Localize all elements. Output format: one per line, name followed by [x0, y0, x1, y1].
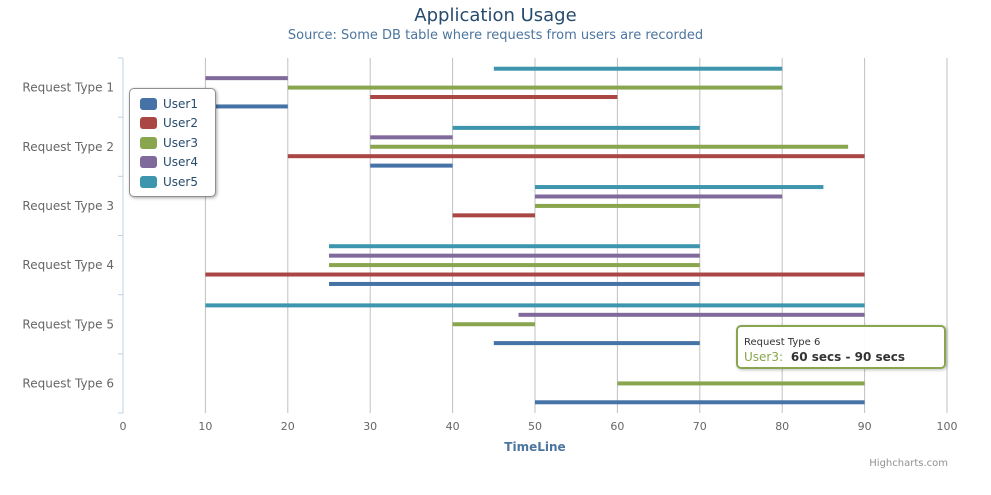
x-tick-label: 30 [363, 420, 377, 433]
x-tick-label: 90 [858, 420, 872, 433]
category-label: Request Type 1 [22, 81, 114, 95]
bar-user5-3 [535, 185, 824, 190]
x-tick-label: 60 [610, 420, 624, 433]
credits-link[interactable]: Highcharts.com [869, 458, 948, 469]
tooltip-line: User3: 60 secs - 90 secs [744, 349, 944, 365]
legend-item-user4[interactable]: User4 [140, 153, 215, 173]
bar-user5-1 [493, 66, 783, 71]
bar-user1-5 [493, 341, 700, 346]
bar-user1-6 [535, 400, 865, 405]
legend-label-user3: User3 [163, 135, 198, 150]
bar-user2-3 [452, 213, 535, 218]
category-label: Request Type 4 [22, 258, 114, 272]
tooltip-separator: : [779, 350, 784, 364]
legend-swatch-user2 [140, 117, 157, 130]
bar-user5-4 [329, 244, 700, 249]
category-label: Request Type 3 [22, 199, 114, 213]
bar-user5-2 [452, 125, 700, 130]
bar-user3-4 [329, 263, 700, 268]
legend-item-user3[interactable]: User3 [140, 133, 215, 153]
legend-swatch-user1 [140, 97, 157, 110]
x-tick-label: 40 [446, 420, 460, 433]
legend-item-user1[interactable]: User1 [140, 94, 215, 114]
category-label: Request Type 6 [22, 376, 114, 390]
bar-user3-3 [535, 203, 700, 208]
x-tick-label: 50 [528, 420, 542, 433]
chart-legend: User1 User2 User3 User4 User5 [129, 88, 216, 197]
legend-label-user4: User4 [163, 155, 198, 170]
legend-swatch-user5 [140, 175, 157, 188]
bar-user3-5 [452, 322, 535, 327]
bar-user4-1 [205, 76, 288, 81]
x-tick-label: 0 [120, 420, 127, 433]
x-tick-label: 80 [775, 420, 789, 433]
bar-user3-1 [287, 85, 783, 90]
legend-item-user2[interactable]: User2 [140, 114, 215, 134]
legend-label-user2: User2 [163, 116, 198, 131]
category-label: Request Type 5 [22, 317, 114, 331]
bar-user3-2 [370, 144, 849, 149]
bar-user4-2 [370, 135, 453, 140]
bar-user5-5 [205, 303, 865, 308]
tooltip-series: User3 [744, 350, 779, 364]
x-tick-label: 70 [693, 420, 707, 433]
x-tick-label: 10 [198, 420, 212, 433]
legend-label-user1: User1 [163, 96, 198, 111]
legend-label-user5: User5 [163, 174, 198, 189]
bar-user1-1 [205, 104, 288, 109]
legend-swatch-user4 [140, 156, 157, 169]
chart-title: Application Usage [414, 5, 577, 26]
tooltip-category: Request Type 6 [744, 337, 821, 348]
tooltip-value: 60 secs - 90 secs [790, 350, 906, 364]
bar-user3-6 [617, 381, 865, 386]
chart-tooltip: Request Type 6 User3: 60 secs - 90 secs [736, 325, 946, 369]
bar-user2-4 [205, 272, 865, 277]
legend-item-user5[interactable]: User5 [140, 172, 215, 192]
bar-user2-2 [287, 154, 865, 159]
x-tick-label: 100 [937, 420, 958, 433]
legend-swatch-user3 [140, 136, 157, 149]
bar-user4-4 [329, 253, 700, 258]
x-tick-label: 20 [281, 420, 295, 433]
bar-user2-1 [370, 95, 618, 100]
bar-user1-2 [370, 163, 453, 168]
category-label: Request Type 2 [22, 140, 114, 154]
bar-user1-4 [329, 281, 700, 286]
bar-user4-5 [518, 312, 865, 317]
chart-subtitle: Source: Some DB table where requests fro… [287, 28, 704, 43]
x-axis-title: TimeLine [504, 440, 565, 454]
bar-user4-3 [535, 194, 783, 199]
